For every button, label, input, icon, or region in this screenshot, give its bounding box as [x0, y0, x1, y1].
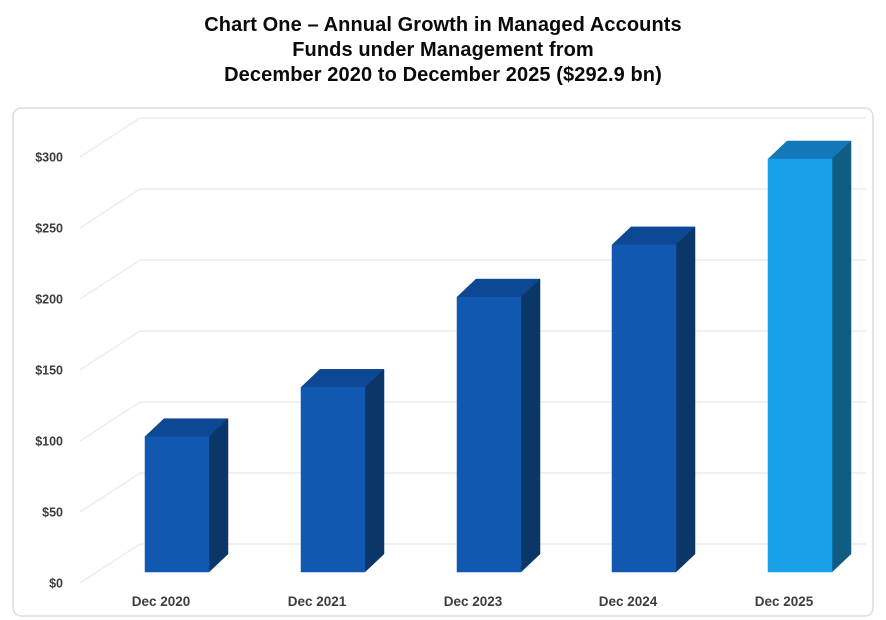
chart-title-line-2: Funds under Management from [292, 39, 594, 61]
plot-panel [12, 107, 874, 617]
x-axis-tick-label: Dec 2020 [132, 594, 191, 609]
y-axis-tick-label: $200 [35, 293, 63, 307]
y-gridline-diagonal [79, 543, 141, 584]
bar-dec-2025 [767, 158, 833, 573]
y-gridline-diagonal [79, 188, 141, 229]
bar-side-face-dec-2023 [520, 278, 541, 573]
bar-dec-2021 [300, 387, 366, 573]
y-axis-tick-label: $150 [35, 364, 63, 378]
y-axis-tick-label: $300 [35, 151, 63, 165]
chart-title: Chart One – Annual Growth in Managed Acc… [0, 13, 886, 88]
x-axis-tick-label: Dec 2024 [599, 594, 658, 609]
x-axis-tick-label: Dec 2021 [288, 594, 347, 609]
bar-side-face-dec-2020 [208, 418, 229, 573]
y-gridline-diagonal [79, 401, 141, 442]
y-axis-tick-label: $100 [35, 435, 63, 449]
x-axis-tick-label: Dec 2025 [755, 594, 814, 609]
y-gridline-diagonal [79, 117, 141, 158]
bar-side-face-dec-2024 [675, 226, 696, 573]
y-gridline-diagonal [79, 472, 141, 513]
x-axis-tick-label: Dec 2023 [444, 594, 503, 609]
bar-dec-2024 [611, 244, 677, 573]
bar-side-face-dec-2025 [831, 140, 852, 573]
bar-side-face-dec-2021 [364, 368, 385, 573]
bar-dec-2023 [456, 296, 522, 573]
chart-title-line-3: December 2020 to December 2025 ($292.9 b… [224, 64, 662, 86]
y-axis-tick-label: $50 [42, 506, 63, 520]
y-axis-tick-label: $250 [35, 222, 63, 236]
y-axis-tick-label: $0 [49, 577, 63, 591]
y-gridline-diagonal [79, 330, 141, 371]
y-gridline-diagonal [79, 259, 141, 300]
chart-title-line-1: Chart One – Annual Growth in Managed Acc… [204, 14, 682, 36]
bar-dec-2020 [144, 436, 210, 573]
